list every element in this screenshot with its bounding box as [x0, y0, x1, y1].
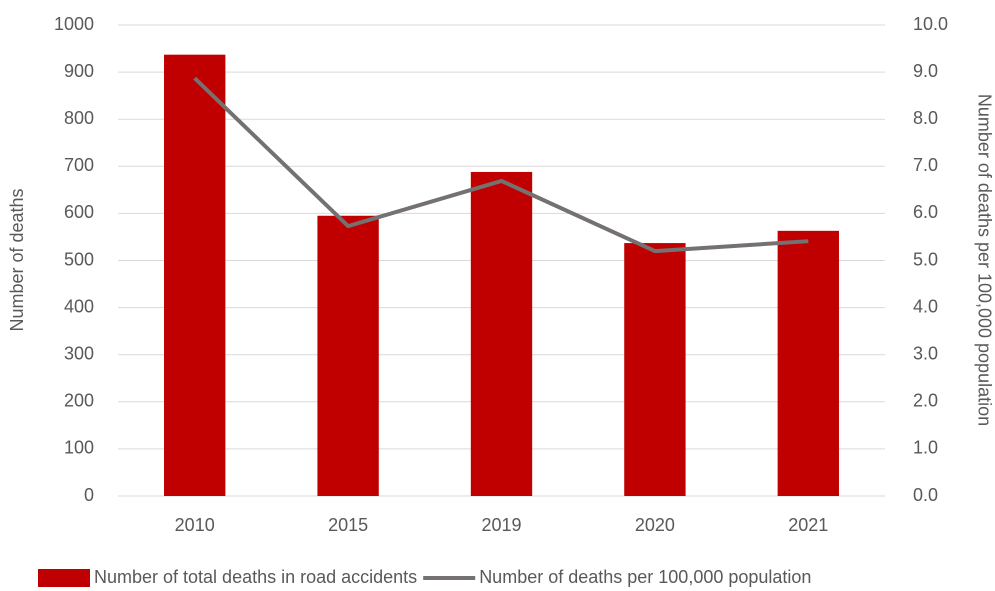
- y2-tick-label: 5.0: [913, 249, 938, 269]
- x-tick-label: 2010: [175, 515, 215, 535]
- y2-tick-label: 0.0: [913, 485, 938, 505]
- bar: [624, 243, 686, 496]
- y2-tick-label: 8.0: [913, 108, 938, 128]
- y2-tick-label: 2.0: [913, 391, 938, 411]
- x-tick-label: 2015: [328, 515, 368, 535]
- y2-tick-label: 3.0: [913, 343, 938, 363]
- x-tick-label: 2020: [635, 515, 675, 535]
- y2-tick-label: 6.0: [913, 202, 938, 222]
- y-tick-label: 700: [64, 155, 94, 175]
- y2-tick-label: 9.0: [913, 61, 938, 81]
- y-tick-label: 500: [64, 249, 94, 269]
- bar: [777, 230, 839, 496]
- y2-tick-label: 7.0: [913, 155, 938, 175]
- legend-label: Number of total deaths in road accidents: [94, 567, 417, 587]
- y-tick-label: 100: [64, 438, 94, 458]
- x-tick-label: 2021: [788, 515, 828, 535]
- y-tick-label: 300: [64, 343, 94, 363]
- y2-axis-title: Number of deaths per 100,000 population: [974, 94, 994, 426]
- y-tick-label: 0: [84, 485, 94, 505]
- bar: [317, 215, 379, 496]
- y-tick-label: 1000: [54, 14, 94, 34]
- y-tick-label: 200: [64, 391, 94, 411]
- bar: [470, 171, 533, 496]
- y2-tick-label: 1.0: [913, 438, 938, 458]
- legend-label: Number of deaths per 100,000 population: [479, 567, 811, 587]
- y-tick-label: 800: [64, 108, 94, 128]
- y-tick-label: 600: [64, 202, 94, 222]
- y2-tick-label: 4.0: [913, 296, 938, 316]
- y-axis-title: Number of deaths: [7, 188, 27, 331]
- line: [193, 76, 809, 254]
- y-tick-label: 400: [64, 296, 94, 316]
- bar: [164, 54, 226, 496]
- x-tick-label: 2019: [481, 515, 521, 535]
- legend-swatch: [38, 569, 90, 587]
- y2-tick-label: 10.0: [913, 14, 948, 34]
- y-tick-label: 900: [64, 61, 94, 81]
